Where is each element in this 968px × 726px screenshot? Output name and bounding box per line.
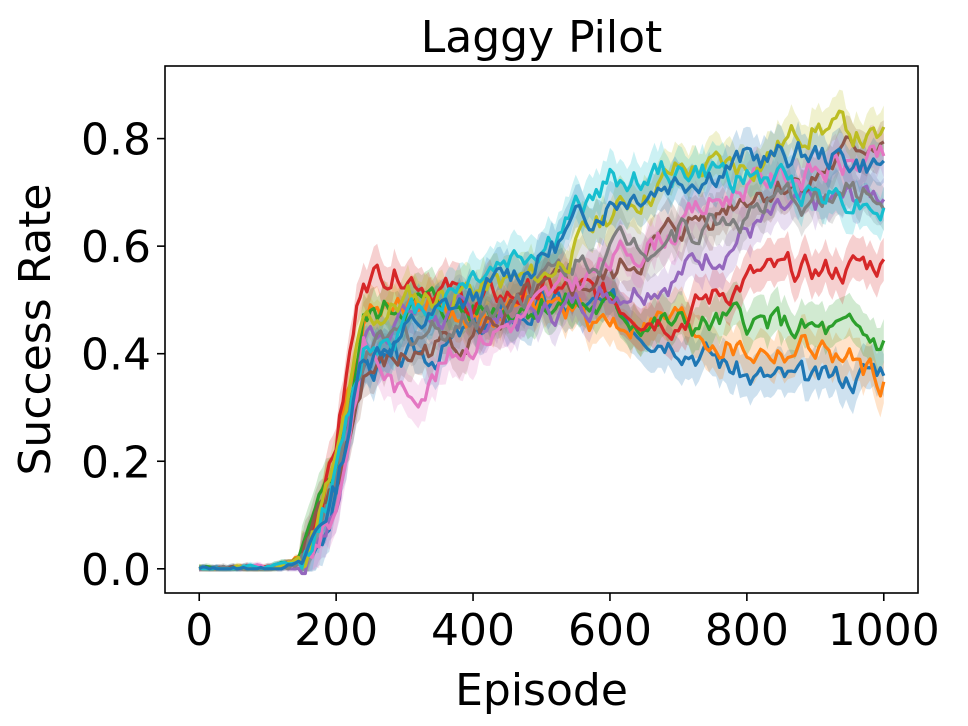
y-tick-label: 0.6	[81, 222, 151, 273]
y-axis-title: Success Rate	[10, 184, 61, 476]
y-tick-label: 0.4	[81, 330, 151, 381]
chart-title: Laggy Pilot	[421, 12, 663, 63]
confidence-band	[199, 266, 884, 572]
series-line	[198, 135, 885, 571]
x-tick-label: 200	[294, 605, 378, 656]
y-tick-label: 0.0	[81, 545, 151, 596]
confidence-band	[199, 268, 884, 572]
series-line	[198, 141, 885, 571]
series-line	[199, 286, 886, 571]
x-tick-label: 600	[568, 605, 652, 656]
x-tick-label: 800	[705, 605, 789, 656]
series-lines	[198, 109, 886, 576]
x-axis-ticks: 0 200 400 600 800 1000	[185, 593, 940, 656]
confidence-band	[199, 160, 884, 572]
series-line	[199, 144, 886, 571]
plot-area-frame	[164, 65, 919, 594]
confidence-band	[199, 268, 884, 572]
confidence-band	[199, 140, 884, 572]
x-axis-title: Episode	[455, 665, 628, 716]
x-tick-label: 400	[431, 605, 515, 656]
confidence-bands	[199, 89, 884, 572]
y-axis-ticks: 0.0 0.2 0.4 0.6 0.8	[81, 115, 165, 596]
x-tick-label: 0	[185, 605, 213, 656]
x-tick-label: 1000	[828, 605, 940, 656]
confidence-band	[199, 89, 884, 572]
y-tick-label: 0.2	[81, 437, 151, 488]
y-tick-label: 0.8	[81, 115, 151, 166]
